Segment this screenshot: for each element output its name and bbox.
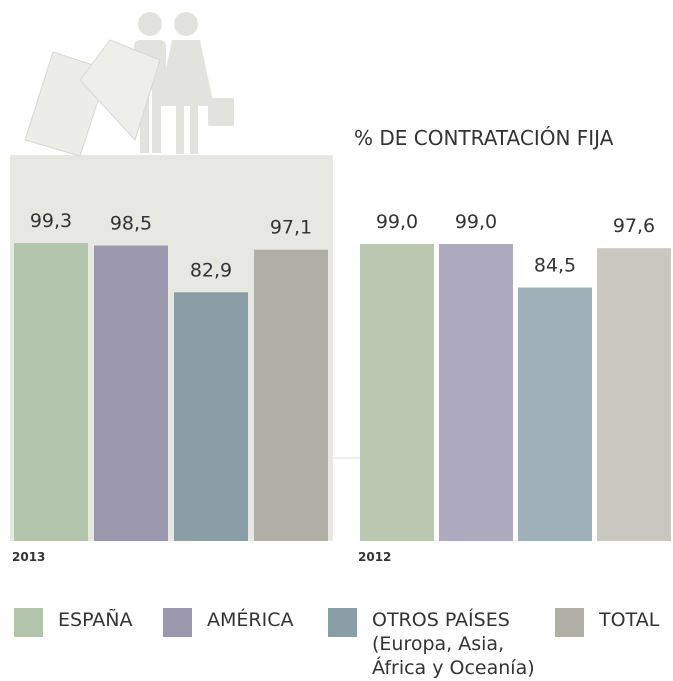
legend-label: AMÉRICA — [207, 609, 294, 631]
value-label: 98,5 — [110, 213, 152, 235]
value-label: 84,5 — [534, 255, 576, 277]
chart-title: % DE CONTRATACIÓN FIJA — [354, 126, 614, 150]
bar — [597, 248, 671, 541]
legend-item: OTROS PAÍSES (Europa, Asia, África y Oce… — [328, 608, 557, 680]
value-label: 99,3 — [30, 210, 72, 232]
value-label: 82,9 — [190, 259, 232, 281]
legend-label: ESPAÑA — [58, 609, 133, 631]
legend-swatch — [555, 608, 584, 637]
legend-swatch — [163, 608, 192, 637]
value-label: 99,0 — [455, 211, 497, 233]
bar — [94, 245, 168, 541]
bar — [439, 244, 513, 541]
value-label: 97,6 — [613, 215, 655, 237]
legend: ESPAÑA AMÉRICA OTROS PAÍSES (Europa, Asia,… — [0, 600, 673, 681]
bar — [360, 244, 434, 541]
legend-swatch — [14, 608, 43, 637]
legend-item: ESPAÑA — [14, 608, 133, 637]
legend-swatch — [328, 608, 357, 637]
value-label: 99,0 — [376, 211, 418, 233]
group-label: 2012 — [358, 550, 391, 564]
legend-label: TOTAL — [599, 609, 660, 631]
legend-item: AMÉRICA — [163, 608, 293, 637]
bar — [254, 249, 328, 541]
value-label: 97,1 — [270, 217, 312, 239]
bar — [518, 287, 592, 541]
chart: % DE CONTRATACIÓN FIJA 2013 99,3 98,5 82,9 9… — [10, 12, 671, 564]
bar — [14, 243, 88, 541]
bar — [174, 292, 248, 541]
group-label: 2013 — [12, 550, 45, 564]
legend-item: TOTAL — [555, 608, 659, 637]
pictogram — [24, 12, 234, 157]
legend-label: OTROS PAÍSES (Europa, Asia, África y Oce… — [372, 609, 535, 679]
